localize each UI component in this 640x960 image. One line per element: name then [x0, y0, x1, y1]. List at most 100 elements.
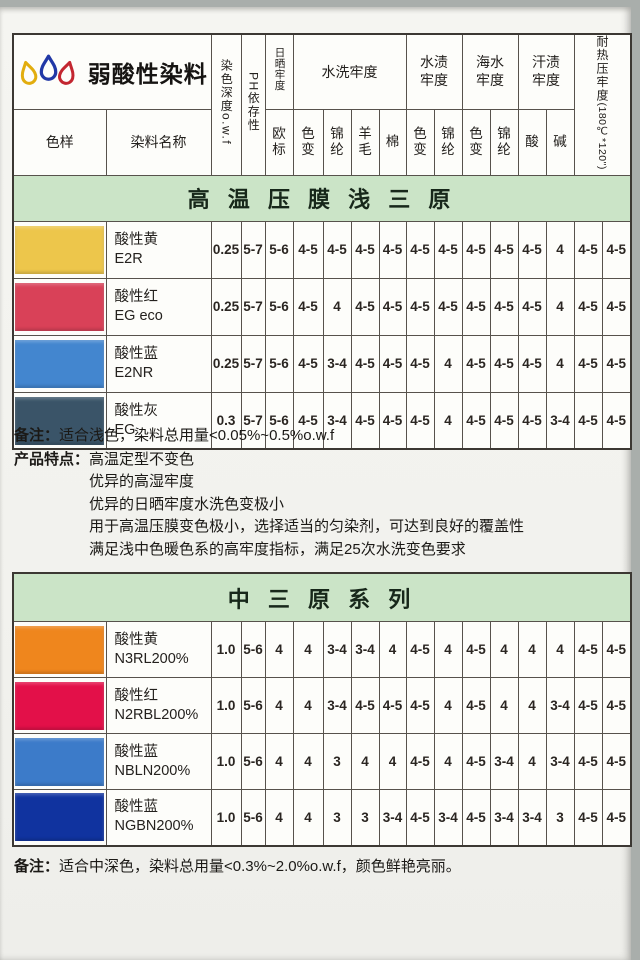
rating-cell: 4: [545, 334, 575, 393]
dye-name: 酸性黄 E2R: [105, 220, 212, 279]
color-swatch-cell: [12, 220, 107, 279]
dye-name-cn: 酸性黄: [114, 631, 159, 648]
color-swatch: [15, 225, 104, 274]
rating-cell: 4-5: [573, 677, 603, 734]
header-row-subcolumns: 色样 染料名称 欧标 色变 锦纶 羊毛 棉 色变 锦纶 色变 锦纶 酸 碱: [12, 108, 631, 176]
dye-name: 酸性蓝 NGBN200%: [105, 789, 212, 846]
feature-line: 用于高温压膜变色极小，选择适当的匀染剂，可达到良好的覆盖性: [89, 518, 525, 535]
col-waterstain-fastness: 水渍牢度: [405, 33, 463, 110]
rating-cell: 3-4: [545, 391, 575, 450]
col-dye-depth-label: 染色深度o.w.f: [219, 59, 234, 146]
col-ph-dependency: PH依存性: [240, 33, 266, 176]
subcol-wash-wool: 羊毛: [350, 108, 380, 176]
rating-cell: 5-6: [240, 733, 266, 790]
col-light-fastness-label: 日晒牢度: [273, 47, 286, 92]
subcol-wash-nylon-label: 锦纶: [330, 125, 344, 157]
rating-cell: 4-5: [573, 733, 603, 790]
dye-name-code: N2RBL200%: [114, 706, 199, 723]
dye-table-medium-series: 中 三 原 系 列 酸性黄 N3RL200% 1.0 5-6 4 4 3-4 3-4 4 4-5 4…: [12, 572, 632, 847]
rating-cell: 4-5: [601, 334, 632, 393]
series-banner-medium: 中 三 原 系 列: [12, 572, 632, 622]
color-swatch: [15, 737, 104, 786]
dye-name-cn: 酸性灰: [114, 402, 159, 419]
rating-cell: 4: [292, 621, 324, 678]
rating-cell: 4-5: [517, 277, 547, 336]
col-color-sample: 色样: [12, 108, 107, 176]
rating-cell: 5-6: [240, 677, 266, 734]
color-swatch: [15, 793, 104, 842]
rating-cell: 1.0: [210, 733, 242, 790]
rating-cell: 4: [489, 621, 519, 678]
rating-cell: 4-5: [292, 391, 324, 450]
rating-cell: 4: [264, 677, 294, 734]
rating-cell: 4: [517, 733, 547, 790]
rating-cell: 4-5: [350, 391, 380, 450]
subcol-sea-nylon: 锦纶: [489, 108, 519, 176]
rating-cell: 0.25: [210, 334, 242, 393]
rating-cell: 4-5: [378, 677, 407, 734]
color-swatch-cell: [12, 277, 107, 336]
rating-cell: 4-5: [350, 220, 380, 279]
rating-cell: 3: [322, 733, 352, 790]
rating-cell: 4-5: [405, 677, 435, 734]
subcol-water-nylon-label: 锦纶: [441, 125, 455, 157]
note-line: 备注： 适合中深色，染料总用量<0.3%~2.0%o.w.f，颜色鲜艳亮丽。: [14, 856, 614, 879]
rating-cell: 3: [350, 789, 380, 846]
subcol-wash-wool-label: 羊毛: [358, 125, 372, 157]
color-swatch: [15, 339, 104, 388]
rating-cell: 4-5: [350, 277, 380, 336]
rating-cell: 3-4: [322, 334, 352, 393]
rating-cell: 4: [292, 789, 324, 846]
col-seawater-fastness: 海水牢度: [461, 33, 519, 110]
rating-cell: 4-5: [517, 391, 547, 450]
subcol-wash-shade: 色变: [292, 108, 324, 176]
notes-medium-series: 备注： 适合中深色，染料总用量<0.3%~2.0%o.w.f，颜色鲜艳亮丽。: [14, 856, 614, 879]
rating-cell: 4-5: [601, 220, 632, 279]
feature-line: 优异的日晒牢度水洗色变极小: [89, 495, 285, 513]
note-text: 适合浅色，染料总用量<0.05%~0.5%o.w.f: [59, 427, 335, 444]
subcol-sea-shade-label: 色变: [469, 125, 483, 157]
subcol-sea-shade: 色变: [461, 108, 491, 176]
subcol-wash-cotton: 棉: [378, 108, 407, 176]
col-seawater-label: 海水牢度: [476, 54, 504, 89]
rating-cell: 4: [517, 621, 547, 678]
rating-cell: 4-5: [461, 621, 491, 678]
color-swatch-cell: [12, 733, 107, 790]
subcol-sweat-acid-label: 酸: [525, 134, 539, 150]
rating-cell: 3-4: [545, 733, 575, 790]
dye-name-cn: 酸性黄: [114, 232, 159, 249]
dye-name-cn: 酸性红: [114, 687, 159, 704]
rating-cell: 4-5: [405, 334, 435, 393]
subcol-water-shade: 色变: [405, 108, 435, 176]
rating-cell: 4: [545, 220, 575, 279]
rating-cell: 4-5: [517, 220, 547, 279]
rating-cell: 4-5: [461, 789, 491, 846]
rating-cell: 4-5: [461, 220, 491, 279]
color-swatch-cell: [12, 789, 107, 846]
dye-name-code: E2R: [114, 250, 143, 267]
rating-cell: 3-4: [322, 677, 352, 734]
rating-cell: 4-5: [489, 334, 519, 393]
rating-cell: 4-5: [601, 277, 632, 336]
dye-row: 酸性红 N2RBL200% 1.0 5-6 4 4 3-4 4-5 4-5 4-5 4 4-5 4 4 3-…: [12, 677, 632, 734]
col-light-fastness: 日晒牢度: [264, 33, 294, 110]
dye-name-code: EG: [114, 421, 136, 438]
dye-name-code: NBLN200%: [114, 762, 191, 779]
product-features: 产品特点： 高温定型不变色 优异的高湿牢度 优异的日晒牢度水洗色变极小 用于高温压膜变…: [14, 449, 614, 562]
subcol-sweat-alkali: 碱: [545, 108, 575, 176]
dye-row: 酸性蓝 E2NR 0.25 5-7 5-6 4-5 3-4 4-5 4-5 4-5 4 4-5 4-5 4…: [12, 334, 632, 393]
col-heatpress-fastness: 耐热压牢度(180℃*120"): [573, 33, 632, 176]
rating-cell: 4: [378, 621, 407, 678]
rating-cell: 5-6: [264, 277, 294, 336]
rating-cell: 3-4: [322, 621, 352, 678]
series-banner-light: 高 温 压 膜 浅 三 原: [12, 174, 632, 222]
dye-row: 酸性黄 E2R 0.25 5-7 5-6 4-5 4-5 4-5 4-5 4-5 4-5 4-5 4-5…: [12, 220, 632, 279]
rating-cell: 3: [322, 789, 352, 846]
rating-cell: 4: [433, 621, 463, 678]
dye-name-code: E2NR: [114, 364, 154, 381]
note-text: 适合中深色，染料总用量<0.3%~2.0%o.w.f，颜色鲜艳亮丽。: [59, 858, 461, 875]
col-perspiration-fastness: 汗渍牢度: [517, 33, 575, 110]
color-swatch-cell: [12, 621, 107, 678]
brand-name: 弱酸性染料: [87, 60, 208, 87]
dye-row: 酸性红 EG eco 0.25 5-7 5-6 4-5 4 4-5 4-5 4-5 4-5 4-5 4-…: [12, 277, 632, 336]
